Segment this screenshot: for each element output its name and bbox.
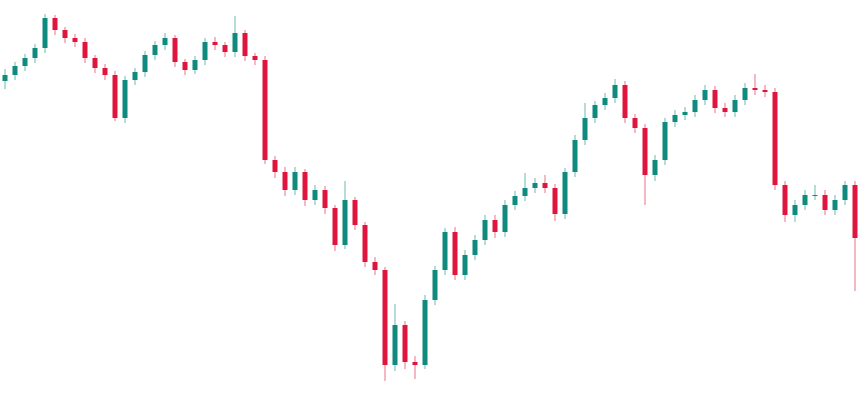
candle-body xyxy=(332,208,338,245)
candle-body xyxy=(832,200,838,210)
candle-body xyxy=(472,240,478,255)
candle-body xyxy=(602,98,608,105)
candle-body xyxy=(412,362,418,365)
candle-body xyxy=(342,200,348,245)
candle-body xyxy=(792,205,798,215)
candle-body xyxy=(572,140,578,172)
candle-body xyxy=(92,58,98,68)
candle-body xyxy=(592,105,598,118)
candle-body xyxy=(222,45,228,52)
candle-body xyxy=(292,172,298,190)
candle-body xyxy=(132,72,138,80)
candle-body xyxy=(192,60,198,70)
candle-body xyxy=(532,183,538,188)
candle-body xyxy=(582,118,588,140)
candle-body xyxy=(522,188,528,196)
candle-body xyxy=(452,232,458,275)
candle-body xyxy=(422,300,428,365)
candle-body xyxy=(282,172,288,190)
candle-body xyxy=(22,58,28,66)
candle-body xyxy=(82,42,88,58)
candle-body xyxy=(402,325,408,362)
candle-body xyxy=(492,220,498,232)
candle-body xyxy=(542,183,548,188)
candle-body xyxy=(352,200,358,225)
candle-body xyxy=(822,195,828,210)
candle-body xyxy=(312,190,318,200)
candle-body xyxy=(802,195,808,205)
candle-body xyxy=(842,185,848,200)
candle-body xyxy=(462,255,468,275)
candle-body xyxy=(392,325,398,365)
candle-body xyxy=(302,172,308,200)
candle-body xyxy=(382,270,388,365)
candle-body xyxy=(752,88,758,90)
candle-body xyxy=(112,75,118,118)
candle-body xyxy=(12,66,18,75)
candle-body xyxy=(42,18,48,48)
candle-body xyxy=(202,42,208,60)
candle-body xyxy=(652,160,658,175)
candle-body xyxy=(782,185,788,215)
candle-body xyxy=(322,190,328,208)
candle-body xyxy=(72,38,78,42)
candle-body xyxy=(122,80,128,118)
candle-body xyxy=(212,42,218,45)
candle-body xyxy=(172,38,178,62)
candle-body xyxy=(162,38,168,45)
candle-body xyxy=(562,172,568,214)
candle-body xyxy=(642,128,648,175)
candle-body xyxy=(2,75,8,81)
candle-body xyxy=(152,45,158,55)
candle-body xyxy=(742,88,748,100)
candle-body xyxy=(662,122,668,160)
candle-body xyxy=(762,90,768,92)
candle-body xyxy=(142,55,148,72)
candle-body xyxy=(692,100,698,112)
candle-body xyxy=(682,112,688,115)
candle-body xyxy=(262,60,268,160)
candle-body xyxy=(252,56,258,60)
candle-body xyxy=(442,232,448,270)
candle-body xyxy=(482,220,488,240)
candle-body xyxy=(242,33,248,56)
candle-body xyxy=(812,195,818,196)
candle-body xyxy=(502,205,508,232)
candle-body xyxy=(622,85,628,118)
candle-body xyxy=(552,188,558,214)
candle-body xyxy=(372,262,378,270)
candle-body xyxy=(432,270,438,300)
candle-body xyxy=(772,92,778,185)
candle-body xyxy=(362,225,368,262)
candle-body xyxy=(632,118,638,128)
candle-body xyxy=(732,100,738,112)
candle-body xyxy=(712,90,718,108)
candle-body xyxy=(612,85,618,98)
candle-body xyxy=(182,62,188,70)
candle-body xyxy=(702,90,708,100)
candle-body xyxy=(52,18,58,30)
candle-body xyxy=(62,30,68,38)
candle-body xyxy=(672,115,678,122)
candle-body xyxy=(102,68,108,75)
candle-body xyxy=(722,108,728,112)
candle-body xyxy=(512,196,518,205)
candle-body xyxy=(32,48,38,58)
candle-body xyxy=(232,33,238,52)
candle-body xyxy=(272,160,278,172)
candle-body xyxy=(852,185,858,238)
